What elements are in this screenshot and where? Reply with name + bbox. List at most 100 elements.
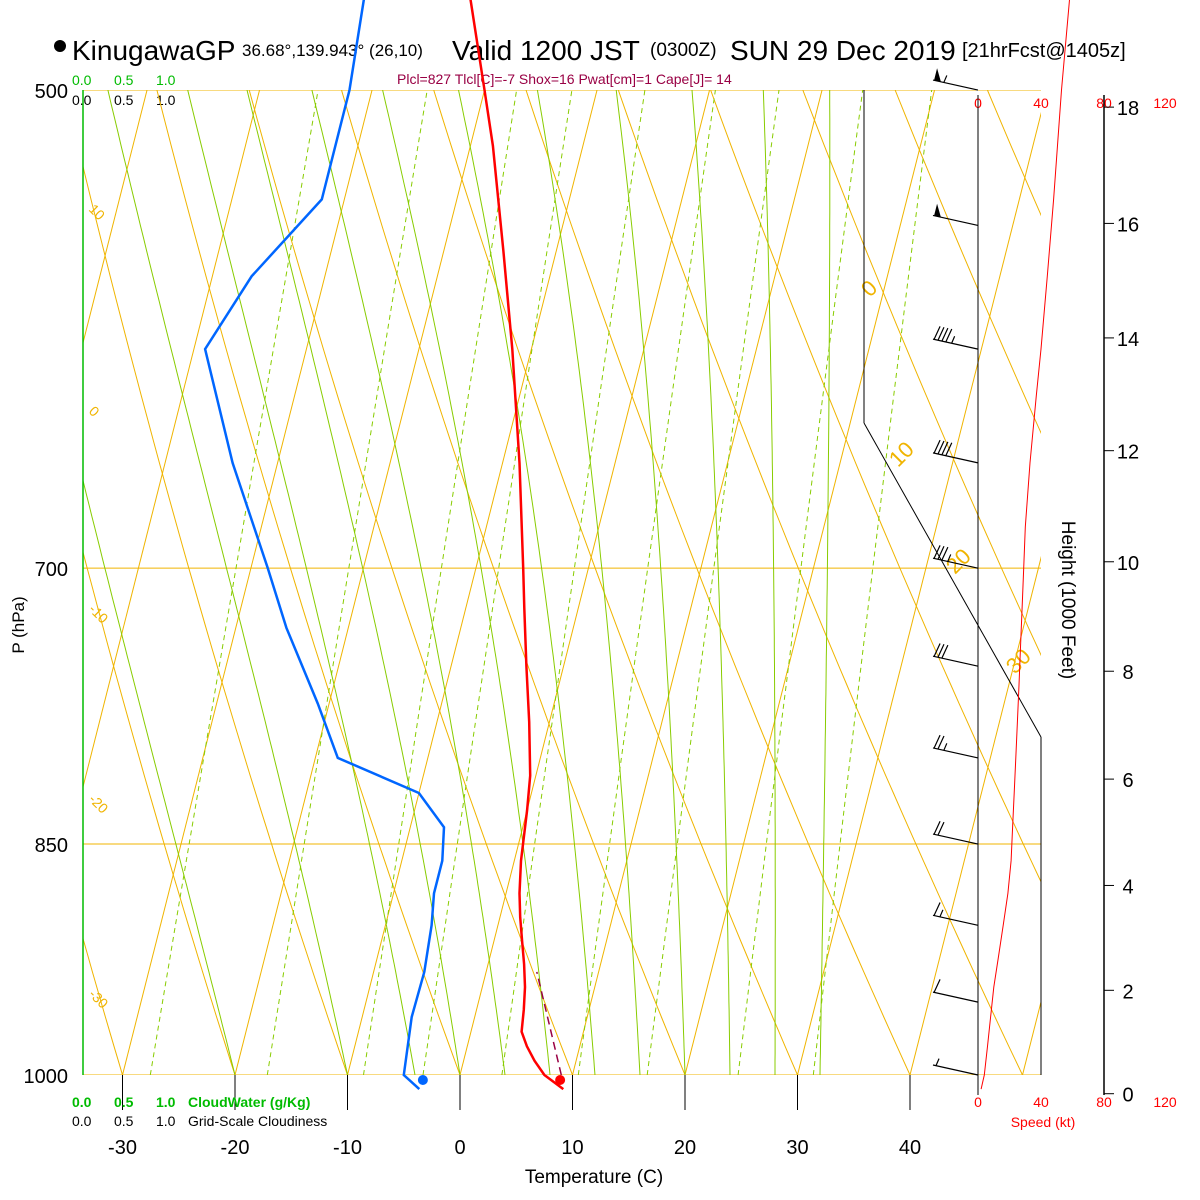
isotherm-label: 10 bbox=[884, 437, 919, 472]
dry-adiabat bbox=[83, 164, 348, 1075]
dry-adiabat bbox=[617, 90, 1023, 1075]
surface-temperature-point bbox=[555, 1075, 566, 1085]
moist-adiabat bbox=[691, 90, 731, 1075]
temperature-tick-label: 40 bbox=[899, 1137, 921, 1159]
cloudwater-label: CloudWater (g/Kg) bbox=[188, 1094, 310, 1110]
cloudiness-top-scale: 0.0 0.5 1.0 bbox=[72, 92, 176, 108]
dry-adiabat bbox=[156, 90, 461, 1075]
speed-axis-label: Speed (kt) bbox=[1011, 1114, 1076, 1130]
barb-flag bbox=[933, 545, 941, 559]
scale-label: 40 bbox=[1033, 1094, 1049, 1110]
pressure-tick-label: 500 bbox=[35, 81, 68, 103]
mixing-ratio-label: 2 bbox=[361, 1084, 380, 1101]
mixing-ratio-label: 12 bbox=[644, 1077, 667, 1100]
height-tick-label: 8 bbox=[1122, 662, 1133, 684]
pressure-tick-label: 1000 bbox=[24, 1066, 69, 1088]
cloudwater-bottom-scale: 0.0 0.5 1.0 CloudWater (g/Kg) bbox=[72, 1094, 310, 1110]
temperature-tick-label: 30 bbox=[786, 1137, 808, 1159]
plot-frame bbox=[82, 90, 1105, 1095]
pressure-axis: 2503004005007008501000 bbox=[24, 81, 69, 1088]
dry-adiabat bbox=[802, 90, 1041, 657]
speed-bottom-scale: 0 40 80 120 Speed (kt) bbox=[974, 1094, 1177, 1130]
moist-adiabat bbox=[762, 90, 776, 1075]
mixing-ratio-line bbox=[577, 90, 716, 1075]
station-coords: 36.68°,139.943° (26,10) bbox=[242, 41, 423, 60]
dry-adiabat bbox=[710, 0, 1200, 1075]
wind-barb bbox=[932, 979, 979, 1003]
scale-label: 40 bbox=[1033, 95, 1049, 111]
mixing-ratio-label: 3 bbox=[421, 1084, 440, 1101]
forecast-info: [21hrFcst@1405z] bbox=[962, 40, 1126, 62]
height-axis: 02468101214161820222426283032 bbox=[1104, 0, 1139, 1107]
isotherm bbox=[1022, 999, 1041, 1075]
barb-flag bbox=[945, 442, 953, 456]
wind-barb bbox=[932, 68, 979, 91]
wind-barb bbox=[932, 545, 979, 569]
isotherm bbox=[83, 90, 148, 345]
barb-flag bbox=[933, 643, 941, 657]
dry-adiabat bbox=[433, 90, 798, 1075]
barb-half-flag bbox=[939, 909, 944, 918]
scale-label: 120 bbox=[1153, 1094, 1177, 1110]
wind-barb bbox=[932, 902, 979, 926]
isotherm bbox=[909, 555, 1041, 1075]
dry-adiabat bbox=[0, 0, 10, 1075]
pressure-tick-label: 700 bbox=[35, 559, 68, 581]
scale-label: 0.0 bbox=[72, 1094, 92, 1110]
mixing-ratio-line bbox=[646, 90, 780, 1075]
height-tick-label: 14 bbox=[1117, 329, 1139, 351]
isotherm bbox=[347, 90, 598, 1075]
scale-label: 0.0 bbox=[72, 92, 92, 108]
scale-label: 0.0 bbox=[72, 72, 92, 88]
barb-staff bbox=[932, 338, 979, 350]
scale-label: 0.5 bbox=[114, 92, 134, 108]
valid-time: Valid 1200 JST bbox=[452, 35, 640, 66]
barb-staff bbox=[932, 452, 979, 464]
scale-label: 0.5 bbox=[114, 1113, 134, 1129]
isotherm bbox=[83, 90, 261, 789]
barb-staff bbox=[932, 557, 979, 569]
barb-flag bbox=[933, 326, 941, 340]
height-tick-label: 2 bbox=[1122, 981, 1133, 1003]
dry-adiabat bbox=[986, 90, 1041, 217]
temperature-tick-label: -30 bbox=[108, 1137, 137, 1159]
moist-adiabat bbox=[819, 90, 831, 1075]
barb-pennant bbox=[934, 203, 941, 218]
wind-barb bbox=[932, 439, 979, 464]
barb-staff bbox=[932, 79, 979, 91]
barb-half-flag bbox=[943, 743, 948, 751]
barb-flag bbox=[941, 327, 949, 342]
wind-speed-line bbox=[980, 0, 1070, 1090]
height-tick-label: 4 bbox=[1122, 876, 1133, 898]
barb-flag bbox=[941, 546, 949, 561]
barb-pennant bbox=[934, 68, 941, 82]
dry-adiabat bbox=[248, 90, 573, 1075]
mixing-ratio-label: 8 bbox=[576, 1084, 595, 1101]
barb-half-flag bbox=[947, 554, 952, 562]
adiabat-label: -10 bbox=[86, 601, 112, 627]
temperature-tick-label: 20 bbox=[674, 1137, 696, 1159]
cloudwater-top-scale: 0.0 0.5 1.0 bbox=[72, 72, 176, 88]
scale-label: 0 bbox=[974, 1094, 982, 1110]
adiabat-label: 10 bbox=[86, 201, 108, 223]
moist-adiabat bbox=[187, 90, 416, 1075]
mixing-ratio-line bbox=[266, 90, 428, 1075]
height-tick-label: 12 bbox=[1117, 442, 1139, 464]
moist-adiabat bbox=[457, 90, 596, 1075]
adiabat-label: -30 bbox=[86, 986, 112, 1012]
barb-flag bbox=[937, 546, 945, 560]
adiabat-label: 0 bbox=[86, 403, 103, 420]
dry-adiabat bbox=[525, 90, 911, 1075]
parcel-line bbox=[536, 971, 563, 1076]
barb-staff bbox=[932, 747, 979, 759]
barb-half-flag bbox=[935, 1058, 940, 1066]
moist-adiabat bbox=[536, 90, 641, 1075]
barb-flag bbox=[937, 440, 945, 455]
scale-label: 0.0 bbox=[72, 1113, 92, 1129]
temperature-tick-label: -10 bbox=[333, 1137, 362, 1159]
wind-barbs bbox=[932, 68, 979, 1076]
isotherm bbox=[572, 90, 823, 1075]
barb-flag bbox=[933, 979, 941, 993]
adiabat-label: -20 bbox=[86, 791, 112, 817]
barb-half-flag bbox=[943, 75, 948, 83]
